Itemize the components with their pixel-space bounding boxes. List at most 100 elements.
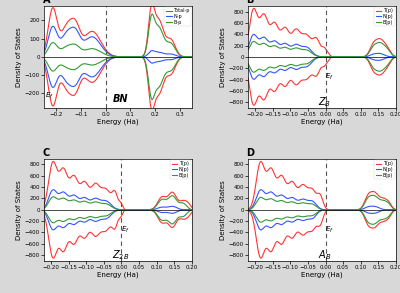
B(p) [271, 44, 276, 47]
Line: T(p): T(p) [248, 161, 396, 210]
Line: T(p): T(p) [248, 8, 396, 57]
N(p) [135, 208, 140, 212]
T(p) [340, 208, 345, 212]
Text: $Z_{2B}$: $Z_{2B}$ [112, 248, 130, 262]
Text: $E_f$: $E_f$ [325, 72, 334, 82]
N(p) [58, 191, 63, 195]
Line: B(p): B(p) [44, 196, 192, 210]
B(p) [171, 194, 176, 198]
B(p) [190, 208, 194, 211]
N(p) [246, 45, 250, 49]
T(p) [271, 171, 276, 174]
B(p) [309, 202, 314, 205]
Line: Total-p: Total-p [44, 3, 192, 57]
B-p [98, 50, 103, 54]
B(p) [344, 55, 348, 59]
N(p) [375, 52, 380, 55]
B(p) [105, 202, 110, 206]
Text: A: A [42, 0, 50, 5]
B(p) [134, 208, 139, 212]
B(p) [98, 201, 103, 205]
N(p) [271, 192, 276, 196]
T(p) [263, 168, 268, 172]
N(p) [302, 45, 307, 48]
T(p) [258, 160, 263, 163]
B(p) [391, 207, 396, 210]
B-p [150, 12, 154, 16]
N-p [51, 25, 56, 28]
T(p) [246, 207, 250, 211]
B(p) [375, 41, 380, 45]
N(p) [344, 55, 349, 59]
T(p) [375, 193, 380, 196]
Legend: Total-p, N-p, B-p: Total-p, N-p, B-p [164, 7, 191, 26]
B-p [42, 53, 46, 57]
B(p) [263, 42, 268, 45]
N(p) [171, 205, 176, 208]
X-axis label: Energy (Ha): Energy (Ha) [301, 118, 343, 125]
B(p) [302, 48, 307, 51]
T(p) [67, 176, 72, 180]
Text: C: C [42, 148, 50, 158]
Text: $A_B$: $A_B$ [318, 248, 332, 262]
T(p) [135, 208, 140, 212]
N(p) [340, 208, 345, 212]
T(p) [190, 206, 194, 209]
T(p) [394, 55, 398, 58]
Legend: T(p), N(p), B(p): T(p), N(p), B(p) [374, 160, 395, 179]
X-axis label: Energy (Ha): Energy (Ha) [301, 271, 343, 278]
N(p) [98, 198, 103, 202]
T(p) [271, 21, 276, 24]
B-p [67, 43, 72, 47]
B(p) [58, 197, 63, 200]
B(p) [187, 207, 192, 210]
N-p [105, 51, 110, 54]
Total-p [105, 50, 110, 53]
N(p) [51, 188, 56, 191]
B(p) [394, 208, 398, 211]
T(p) [187, 202, 192, 205]
B(p) [391, 54, 396, 57]
B(p) [252, 40, 256, 43]
X-axis label: Energy (Ha): Energy (Ha) [97, 118, 139, 125]
Y-axis label: Density of States: Density of States [16, 27, 22, 87]
T(p) [302, 32, 307, 35]
B-p [58, 47, 63, 50]
N(p) [391, 208, 396, 212]
T(p) [98, 185, 103, 189]
T(p) [105, 188, 110, 191]
T(p) [391, 206, 396, 210]
T(p) [391, 53, 396, 57]
B-p [187, 55, 192, 59]
Y-axis label: Density of States: Density of States [220, 180, 226, 240]
B(p) [246, 208, 250, 211]
Total-p [150, 1, 154, 5]
N-p [190, 55, 194, 59]
N(p) [105, 200, 110, 203]
T(p) [171, 191, 176, 194]
N-p [171, 53, 176, 56]
N-p [42, 51, 46, 54]
N(p) [263, 191, 268, 195]
X-axis label: Energy (Ha): Energy (Ha) [97, 271, 139, 278]
N(p) [258, 188, 263, 191]
Line: B(p): B(p) [248, 195, 396, 210]
T(p) [252, 7, 256, 10]
Total-p [190, 55, 194, 59]
T(p) [394, 208, 398, 211]
Text: BN: BN [113, 94, 129, 104]
T(p) [51, 160, 56, 163]
N-p [187, 55, 192, 59]
Total-p [58, 29, 63, 33]
N(p) [246, 208, 250, 211]
N(p) [309, 49, 314, 52]
N(p) [394, 208, 398, 212]
B(p) [246, 48, 250, 52]
T(p) [309, 37, 314, 40]
Legend: T(p), N(p), B(p): T(p), N(p), B(p) [374, 7, 395, 26]
Text: $E_f$: $E_f$ [46, 91, 54, 101]
B(p) [170, 194, 174, 197]
B(p) [340, 208, 345, 212]
T(p) [58, 168, 63, 171]
B(p) [370, 194, 375, 197]
